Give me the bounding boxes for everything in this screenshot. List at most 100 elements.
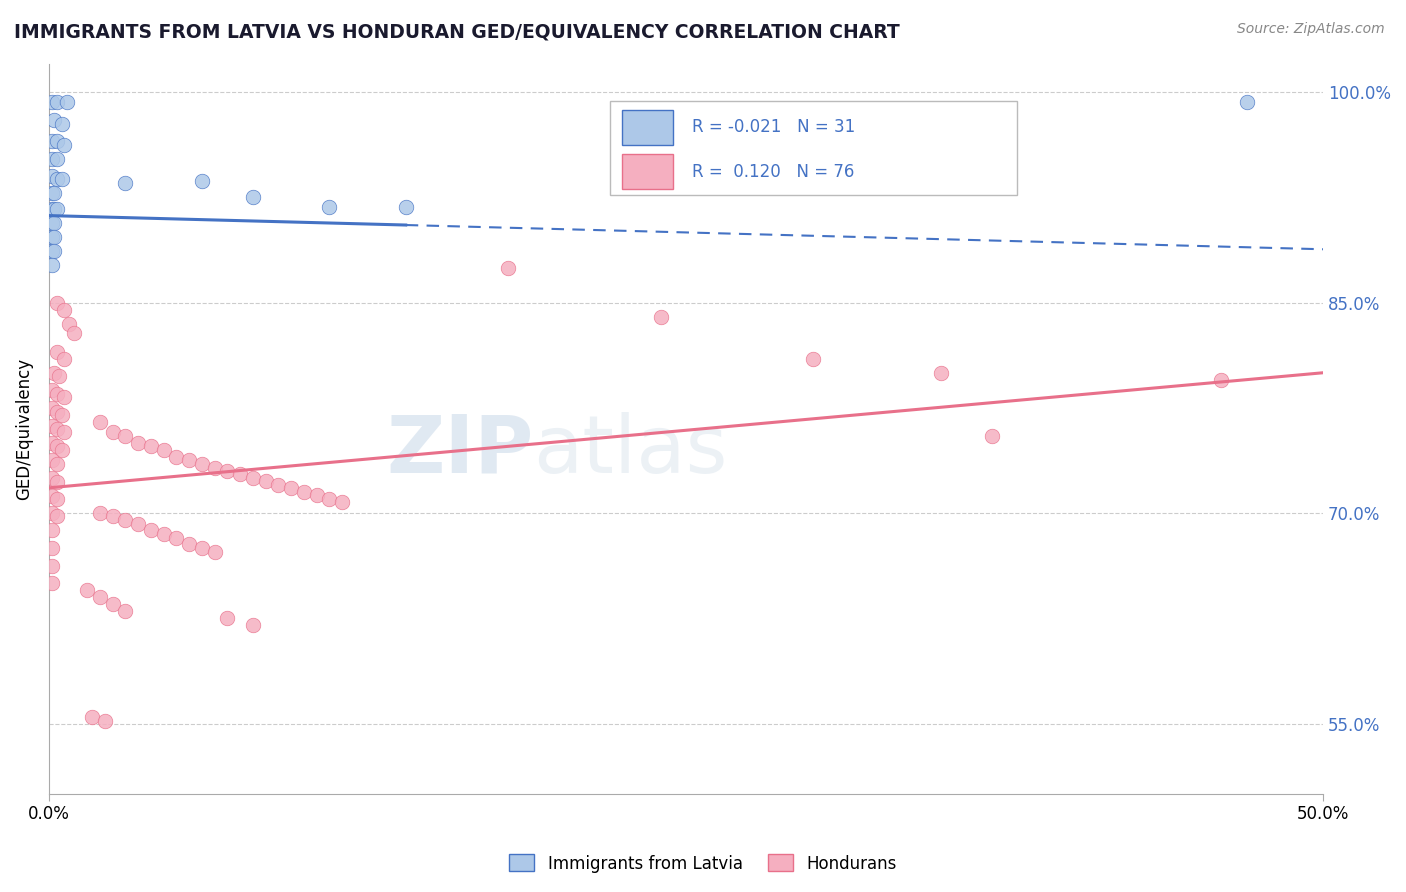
Point xyxy=(45,508,67,523)
Point xyxy=(242,471,264,485)
Point xyxy=(114,177,136,191)
Point xyxy=(1236,95,1258,109)
Point xyxy=(318,200,340,214)
Point xyxy=(41,258,63,272)
Point xyxy=(45,422,67,436)
Point xyxy=(41,489,63,503)
Point xyxy=(94,714,117,728)
FancyBboxPatch shape xyxy=(610,101,1018,195)
Point xyxy=(45,95,67,109)
Point xyxy=(45,202,67,216)
Point xyxy=(42,113,65,128)
Point xyxy=(51,117,73,131)
Point xyxy=(139,523,162,537)
Point xyxy=(89,591,111,605)
Point xyxy=(41,216,63,230)
Point xyxy=(139,439,162,453)
Point xyxy=(41,471,63,485)
Point xyxy=(191,173,214,187)
Point xyxy=(45,295,67,310)
Point xyxy=(165,531,187,545)
FancyBboxPatch shape xyxy=(623,110,673,145)
Text: IMMIGRANTS FROM LATVIA VS HONDURAN GED/EQUIVALENCY CORRELATION CHART: IMMIGRANTS FROM LATVIA VS HONDURAN GED/E… xyxy=(14,22,900,41)
Point xyxy=(82,709,104,723)
Point xyxy=(53,425,76,439)
Point xyxy=(45,475,67,490)
Point xyxy=(229,467,252,481)
Point xyxy=(1211,373,1233,387)
Point xyxy=(803,351,825,366)
Point xyxy=(101,508,124,523)
Point xyxy=(41,559,63,574)
Point xyxy=(42,186,65,201)
Text: R =  0.120   N = 76: R = 0.120 N = 76 xyxy=(692,162,855,181)
Point xyxy=(45,344,67,359)
Point xyxy=(42,366,65,380)
Point xyxy=(42,216,65,230)
Point xyxy=(101,425,124,439)
Point xyxy=(267,478,290,492)
Point xyxy=(42,229,65,244)
Point xyxy=(152,442,174,457)
Point xyxy=(179,537,201,551)
Point xyxy=(191,457,214,471)
Point xyxy=(127,436,149,450)
Point xyxy=(41,523,63,537)
Point xyxy=(51,408,73,422)
Point xyxy=(53,138,76,153)
Point xyxy=(41,134,63,148)
Point xyxy=(41,576,63,591)
Point xyxy=(41,436,63,450)
Point xyxy=(45,439,67,453)
Point xyxy=(496,260,519,275)
Point xyxy=(45,172,67,186)
Point xyxy=(51,172,73,186)
Point xyxy=(45,405,67,419)
Point xyxy=(191,541,214,555)
Y-axis label: GED/Equivalency: GED/Equivalency xyxy=(15,358,32,500)
Point xyxy=(929,366,952,380)
Point xyxy=(41,419,63,434)
Point xyxy=(45,491,67,506)
Point xyxy=(89,415,111,429)
Text: atlas: atlas xyxy=(533,412,727,490)
Point xyxy=(152,527,174,541)
Point xyxy=(45,457,67,471)
Point xyxy=(127,517,149,532)
Text: R = -0.021   N = 31: R = -0.021 N = 31 xyxy=(692,118,856,136)
Point xyxy=(41,401,63,415)
Point xyxy=(45,153,67,167)
Point xyxy=(41,95,63,109)
Point xyxy=(51,442,73,457)
Point xyxy=(42,202,65,216)
Point xyxy=(114,604,136,618)
Point xyxy=(53,302,76,317)
Point xyxy=(217,611,239,625)
Point xyxy=(292,485,315,500)
Point xyxy=(53,390,76,404)
Point xyxy=(204,545,226,559)
Point xyxy=(318,491,340,506)
Point xyxy=(395,200,418,214)
Point xyxy=(45,134,67,148)
Point xyxy=(254,474,277,488)
Point xyxy=(101,597,124,611)
Point xyxy=(330,495,353,509)
Point xyxy=(56,95,79,109)
Point xyxy=(114,429,136,443)
Point xyxy=(53,351,76,366)
Point xyxy=(114,513,136,527)
Legend: Immigrants from Latvia, Hondurans: Immigrants from Latvia, Hondurans xyxy=(503,847,903,880)
Point xyxy=(217,464,239,478)
FancyBboxPatch shape xyxy=(623,154,673,189)
Point xyxy=(76,583,98,598)
Point xyxy=(242,618,264,632)
Point xyxy=(41,383,63,397)
Point xyxy=(280,481,302,495)
Point xyxy=(63,326,86,341)
Point xyxy=(48,368,70,383)
Point xyxy=(179,452,201,467)
Point xyxy=(58,317,80,331)
Point xyxy=(42,244,65,258)
Point xyxy=(41,244,63,258)
